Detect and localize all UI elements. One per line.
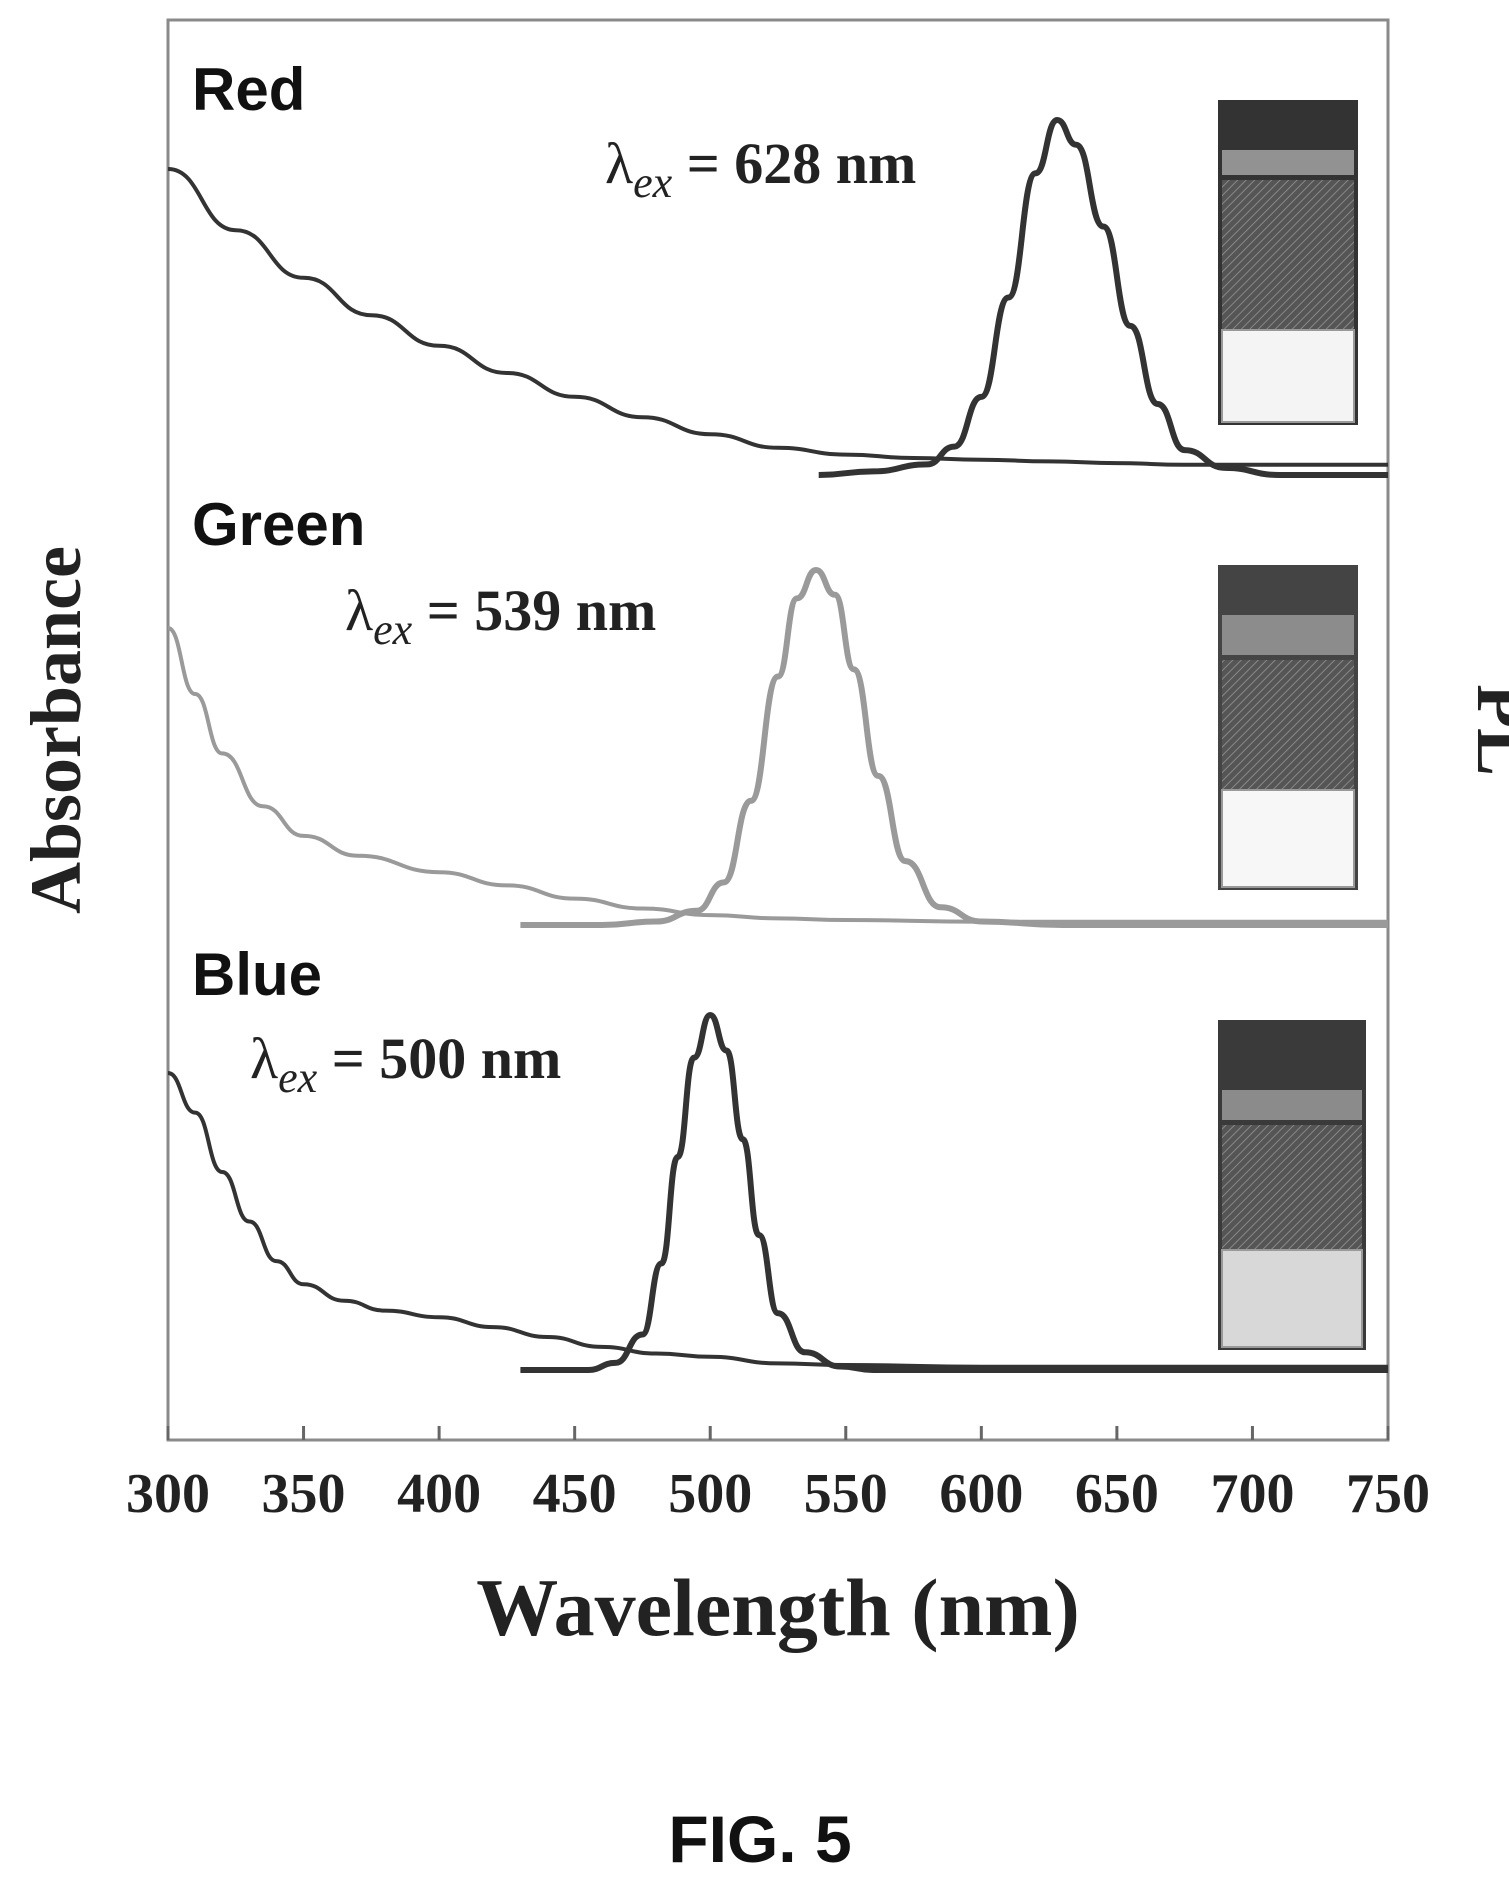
figure-label: FIG. 5 [668,1802,851,1876]
y-axis-label-left: Absorbance [16,546,96,914]
x-axis: 300 350 400 450 500 550 600 650 700 750 [126,1426,1430,1525]
x-tick-label: 650 [1075,1463,1159,1525]
x-tick-label: 450 [533,1463,617,1525]
x-tick-label: 400 [397,1463,481,1525]
x-tick-label: 750 [1346,1463,1430,1525]
curves [167,116,1389,1374]
panel-label-red: Red [192,56,305,123]
x-tick-label: 600 [939,1463,1023,1525]
green-absorbance-curve [167,626,1388,924]
red-pl-curve [818,116,1388,478]
x-tick-label: 350 [262,1463,346,1525]
panel-label-green: Green [192,491,365,558]
red-absorbance-curve [167,167,1388,467]
vial-photo-red [1218,100,1358,425]
x-tick-label: 550 [804,1463,888,1525]
x-tick-label: 500 [668,1463,752,1525]
y-axis-label-right: PL [1462,684,1509,776]
vial-photo-green [1218,565,1358,890]
annotation-red: λex = 628 nm [605,131,916,207]
blue-pl-curve [520,1011,1388,1374]
panel-label-blue: Blue [192,941,322,1008]
plot-frame [166,18,1390,1442]
green-pl-curve [520,566,1388,929]
x-tick-label: 300 [126,1463,210,1525]
annotation-blue: λex = 500 nm [250,1026,561,1102]
blue-absorbance-curve [167,1071,1389,1369]
x-tick-label: 700 [1210,1463,1294,1525]
annotation-green: λex = 539 nm [345,578,656,654]
x-axis-label: Wavelength (nm) [476,1562,1080,1653]
vial-photo-blue [1218,1020,1366,1350]
